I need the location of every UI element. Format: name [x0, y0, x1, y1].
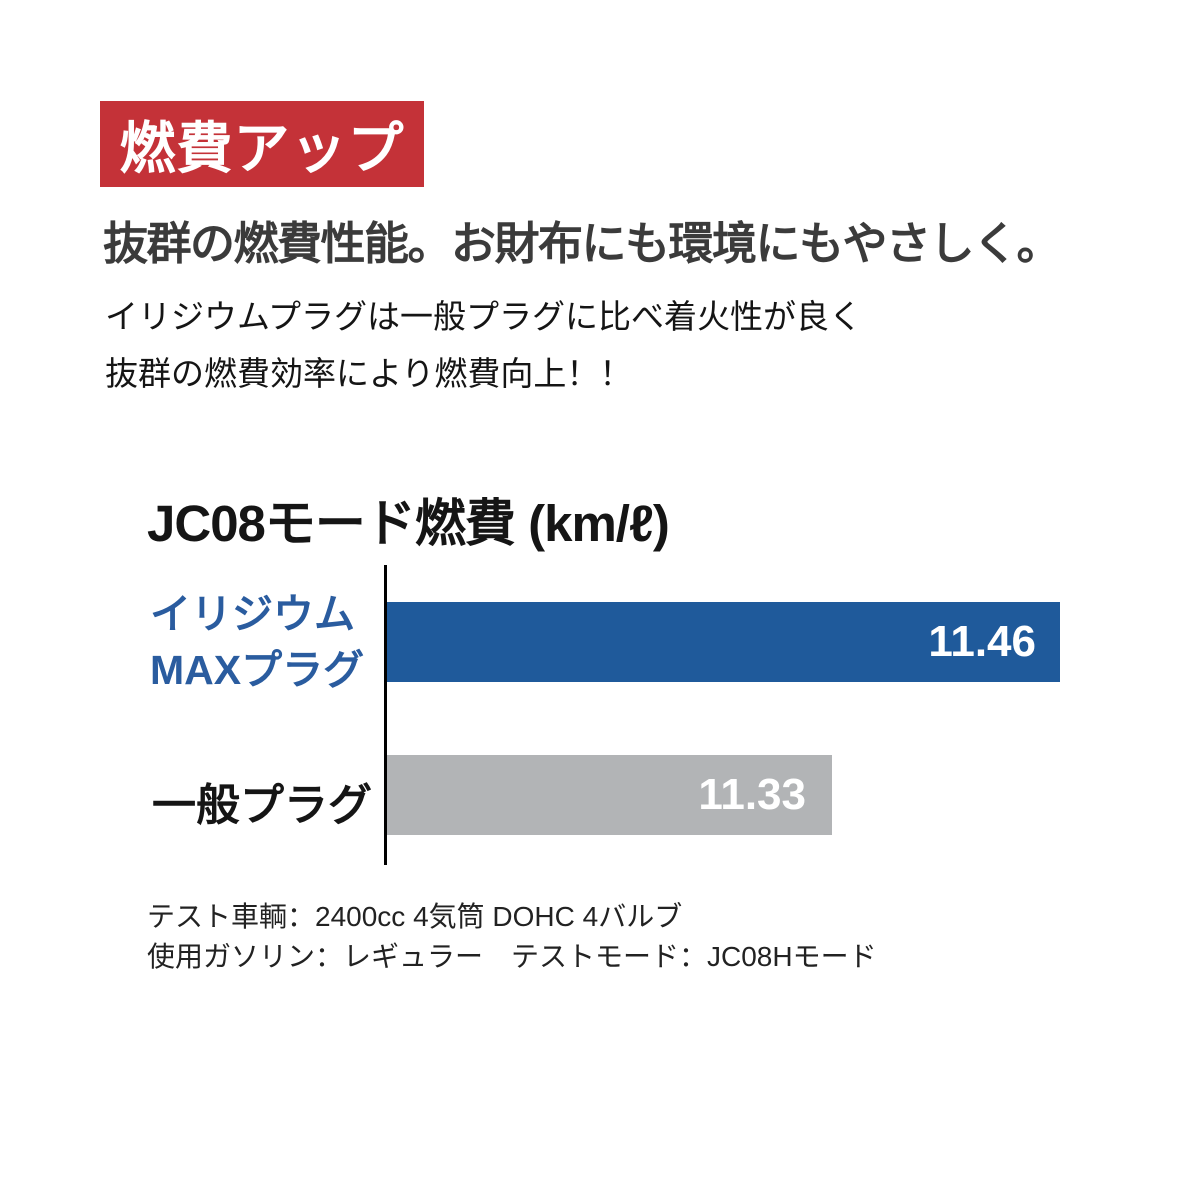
footnote-test-vehicle: テスト車輌：2400cc 4気筒 DOHC 4バルブ: [147, 901, 683, 932]
bar-normal-plug: 11.33: [387, 755, 832, 835]
footnotes: テスト車輌：2400cc 4気筒 DOHC 4バルブ 使用ガソリン：レギュラー …: [147, 897, 877, 977]
chart-title: JC08モード燃費 (km/ℓ): [147, 495, 670, 552]
bar-iridium-max-plug: 11.46: [387, 602, 1060, 682]
category-label-iridium-line-2: MAXプラグ: [150, 647, 365, 693]
bar-value-iridium: 11.46: [928, 617, 1036, 666]
category-label-iridium-max-plug: イリジウム MAXプラグ: [150, 586, 364, 698]
footnote-fuel-and-mode: 使用ガソリン：レギュラー テストモード：JC08Hモード: [147, 941, 877, 972]
chart-axis-baseline: [384, 565, 387, 865]
description-line-1: イリジウムプラグは一般プラグに比べ着火性が良く: [105, 298, 863, 335]
category-label-normal-plug: 一般プラグ: [152, 781, 372, 830]
headline: 抜群の燃費性能。お財布にも環境にもやさしく。: [103, 218, 1062, 269]
description-line-2: 抜群の燃費効率により燃費向上！！: [105, 355, 633, 392]
fuel-up-badge: 燃費アップ: [100, 101, 424, 187]
category-label-iridium-line-1: イリジウム: [150, 591, 355, 637]
bar-value-normal: 11.33: [698, 770, 806, 819]
